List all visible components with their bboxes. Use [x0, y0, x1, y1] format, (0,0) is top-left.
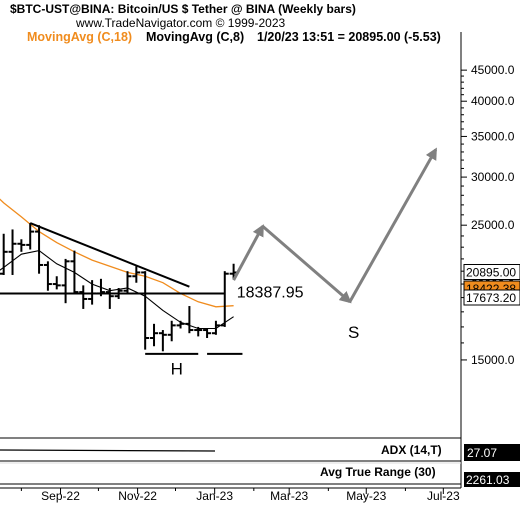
chart-title: $BTC-UST@BINA: Bitcoin/US $ Tether @ BIN… [10, 2, 356, 16]
adx-line [0, 449, 216, 452]
projection-leg [232, 224, 264, 281]
price-bar [0, 233, 8, 275]
price-bar [61, 258, 70, 304]
adx-value-box [464, 444, 520, 461]
projection-leg [261, 225, 352, 304]
y-axis: 15000.020000.025000.030000.035000.040000… [461, 63, 515, 367]
y-tick-label: 45000.0 [471, 63, 515, 77]
adx-panel-label: ADX (14,T) [381, 443, 442, 457]
ma-slow-series [0, 198, 234, 308]
x-tick-label: Jul-23 [427, 489, 460, 503]
pattern-label: S [348, 323, 359, 342]
price-bar [185, 306, 194, 334]
last-value-box-bg [463, 289, 520, 306]
price-bar [26, 223, 35, 250]
downtrend-line [29, 222, 190, 288]
price-bar [150, 323, 159, 347]
atr-value: 2261.03 [466, 473, 510, 487]
price-bar [158, 330, 167, 352]
y-tick-label: 15000.0 [471, 353, 515, 367]
price-bar [8, 229, 17, 275]
price-bar [176, 320, 185, 329]
copyright-line: www.TradeNavigator.com © 1999-2023 [75, 16, 285, 30]
price-bar [211, 320, 220, 335]
atr-value-box [464, 472, 520, 487]
price-bar [43, 261, 52, 291]
x-tick-label: Nov-22 [118, 489, 157, 503]
price-bar [167, 320, 176, 342]
price-bar [52, 276, 61, 290]
x-tick-label: Mar-23 [270, 489, 308, 503]
pattern-lines [0, 222, 243, 355]
y-tick-label: 30000.0 [471, 170, 515, 184]
price-bar [17, 239, 26, 252]
price-bar [132, 266, 141, 283]
y-tick-label: 25000.0 [471, 218, 515, 232]
atr-panel-label: Avg True Range (30) [320, 465, 436, 479]
price-bar [220, 271, 229, 327]
last-value-box: 20895.00 [463, 264, 520, 281]
x-tick-label: Sep-22 [41, 489, 80, 503]
last-value-box-label: 20895.00 [466, 266, 516, 280]
ma-fast-label: MovingAvg (C,8) [146, 30, 244, 44]
x-axis: Sep-22 Nov-22 Jan-23 Mar-23 May-23 Jul-23 [20, 488, 460, 503]
price-plot: SHS [0, 147, 438, 378]
price-bars [0, 223, 238, 352]
price-readout: 1/20/23 13:51 = 20895.00 (-5.53) [257, 30, 441, 44]
last-value-box-label: 17673.20 [466, 291, 516, 305]
last-value-box-bg [463, 264, 520, 281]
price-bar [194, 326, 203, 337]
projection-path [232, 147, 438, 304]
adx-value: 27.07 [467, 446, 497, 460]
projection-leg [348, 147, 438, 303]
price-bar [123, 271, 132, 294]
y-tick-label: 35000.0 [471, 129, 515, 143]
neckline-value-label: 18387.95 [237, 284, 304, 301]
ma-slow-label: MovingAvg (C,18) [27, 30, 132, 44]
x-tick-label: Jan-23 [196, 489, 233, 503]
price-bar [141, 271, 150, 350]
x-tick-label: May-23 [346, 489, 386, 503]
y-tick-label: 40000.0 [471, 94, 515, 108]
price-bar [35, 225, 44, 274]
price-bar [79, 285, 88, 309]
price-bar [203, 328, 212, 339]
last-value-box: 17673.20 [463, 289, 520, 306]
price-bar [105, 288, 114, 309]
pattern-label: H [171, 359, 183, 378]
pattern-labels: SHS [171, 323, 360, 378]
price-bar [70, 250, 79, 294]
ma-slow-line [0, 198, 234, 308]
